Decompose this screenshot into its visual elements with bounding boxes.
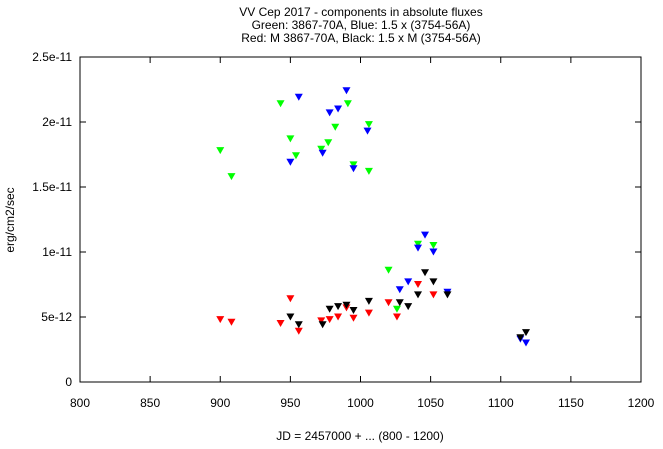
data-point	[404, 278, 413, 286]
y-tick-label: 5e-12	[41, 310, 72, 324]
data-point	[363, 127, 372, 135]
y-tick-label: 1.5e-11	[32, 180, 72, 194]
chart-title-line-2: Green: 3867-70A, Blue: 1.5 x (3754-56A)	[252, 18, 471, 32]
data-point	[291, 152, 300, 160]
plot-frame	[79, 56, 642, 383]
y-tick-label: 1e-11	[42, 245, 72, 259]
x-tick-label: 1200	[628, 396, 655, 410]
x-axis-label: JD = 2457000 + ... (800 - 1200)	[276, 429, 443, 443]
data-point	[364, 309, 373, 317]
data-point	[325, 305, 334, 313]
data-point	[521, 329, 530, 337]
y-axis: 0 5e-12 1e-11 1.5e-11 2e-11 2.5e-11	[32, 50, 641, 389]
x-tick-label: 850	[140, 396, 160, 410]
data-point	[317, 145, 326, 153]
x-axis: 800 850 900 950 1000 1050 1100 1150 1200	[70, 57, 655, 410]
data-point	[324, 139, 333, 147]
series-1	[216, 100, 438, 313]
data-point	[286, 295, 295, 303]
chart-title: VV Cep 2017 - components in absolute flu…	[239, 5, 482, 45]
data-point	[349, 314, 358, 322]
data-point	[384, 266, 393, 274]
data-point	[395, 286, 404, 294]
series-3	[216, 281, 438, 335]
data-point	[364, 297, 373, 305]
data-point	[429, 278, 438, 286]
data-point	[286, 135, 295, 143]
x-tick-label: 1150	[558, 396, 584, 410]
data-point	[342, 301, 351, 309]
data-point	[404, 303, 413, 311]
x-tick-label: 950	[280, 396, 300, 410]
x-tick-label: 1000	[347, 396, 374, 410]
data-point	[216, 147, 225, 155]
data-point	[421, 269, 430, 277]
data-point	[414, 240, 423, 248]
x-tick-label: 1050	[417, 396, 444, 410]
y-tick-label: 2.5e-11	[32, 50, 72, 64]
data-point	[334, 105, 343, 113]
data-point	[276, 100, 285, 108]
data-point	[429, 248, 438, 256]
data-point	[414, 281, 423, 288]
data-point	[294, 327, 303, 335]
data-point	[294, 321, 303, 329]
series-4	[286, 269, 530, 342]
data-point	[364, 121, 373, 129]
data-point	[395, 299, 404, 307]
data-point	[325, 316, 334, 324]
data-point	[349, 165, 358, 173]
data-point	[443, 291, 452, 299]
data-point	[227, 318, 236, 326]
data-point	[317, 317, 326, 325]
data-point	[216, 316, 225, 324]
data-point	[384, 299, 393, 307]
data-point	[392, 313, 401, 321]
data-point	[516, 334, 525, 342]
data-point	[343, 100, 352, 108]
data-point	[349, 307, 358, 314]
data-point	[429, 242, 438, 249]
data-point	[364, 167, 373, 175]
x-tick-label: 900	[210, 396, 230, 410]
data-point	[342, 87, 351, 95]
data-point	[521, 339, 530, 347]
chart-title-line-3: Red: M 3867-70A, Black: 1.5 x M (3754-56…	[241, 31, 480, 45]
chart-title-line-1: VV Cep 2017 - components in absolute flu…	[239, 5, 482, 19]
data-point	[349, 161, 358, 169]
data-point	[318, 321, 327, 329]
data-point	[294, 93, 303, 101]
data-point	[392, 305, 401, 313]
x-tick-label: 1100	[488, 396, 514, 410]
data-point	[227, 173, 236, 181]
data-point	[325, 109, 334, 117]
data-point	[334, 303, 343, 311]
data-point	[421, 231, 430, 239]
data-point	[334, 313, 343, 321]
data-point	[286, 158, 295, 166]
data-point	[414, 244, 423, 252]
data-point	[331, 123, 340, 131]
data-point	[276, 320, 285, 327]
data-point	[318, 149, 327, 157]
data-points	[216, 87, 530, 347]
data-point	[429, 291, 438, 299]
y-tick-label: 0	[65, 375, 72, 389]
y-axis-label: erg/cm2/sec	[3, 187, 17, 252]
data-point	[286, 313, 295, 321]
data-point	[414, 291, 423, 299]
x-tick-label: 800	[70, 396, 90, 410]
y-tick-label: 2e-11	[42, 115, 72, 129]
